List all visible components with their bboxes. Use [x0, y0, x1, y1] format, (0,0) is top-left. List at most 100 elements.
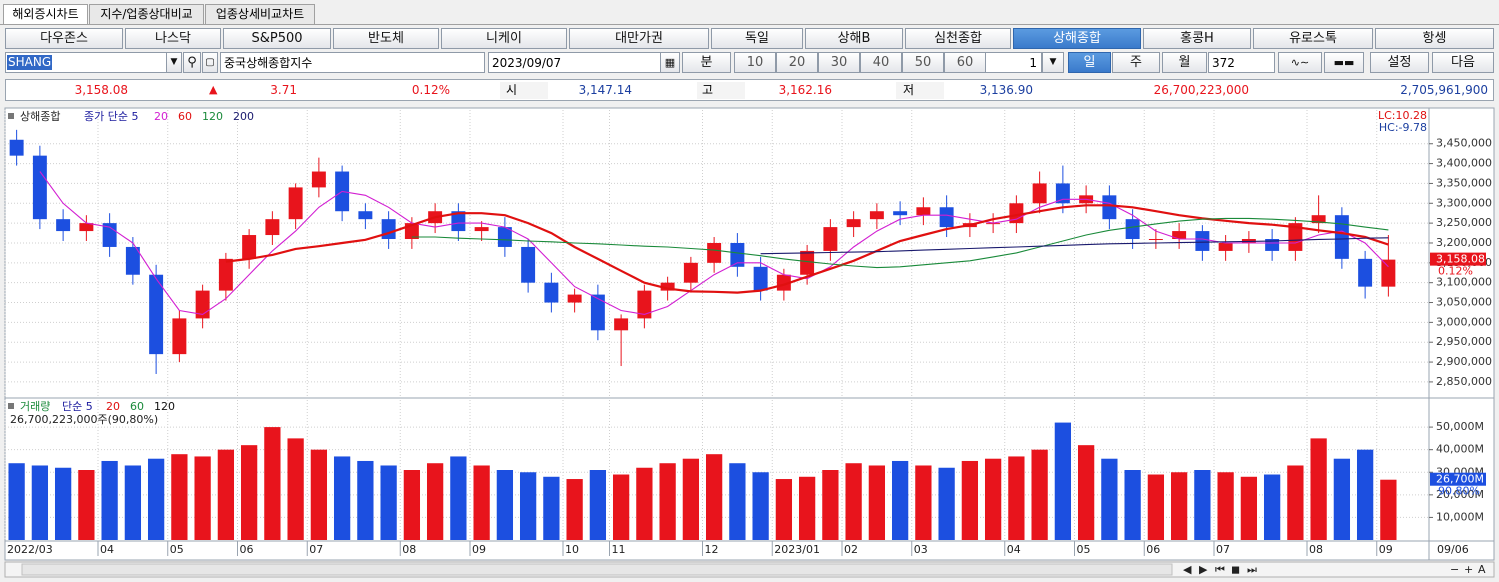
next-button[interactable]: 다음	[1432, 52, 1494, 73]
x-tick-label: 09	[1379, 543, 1393, 556]
market-button[interactable]: S&P500	[223, 28, 331, 49]
market-button[interactable]: 홍콩H	[1143, 28, 1251, 49]
market-button[interactable]: 상해B	[805, 28, 903, 49]
volume-bar	[147, 458, 165, 540]
candle-body	[846, 219, 861, 228]
market-button[interactable]: 다우존스	[5, 28, 123, 49]
volume-bar	[1333, 458, 1351, 540]
last-volume-label: 26,700M	[1436, 473, 1484, 486]
volume-bar	[287, 438, 304, 540]
volume-bar	[1008, 456, 1025, 540]
x-tick-label: 07	[309, 543, 323, 556]
period-button[interactable]: 30	[818, 52, 860, 73]
tab[interactable]: 업종상세비교차트	[205, 4, 315, 25]
candle-body	[800, 250, 815, 275]
nav-button[interactable]: ▶	[1199, 563, 1208, 576]
market-button[interactable]: 상해종합	[1013, 28, 1141, 49]
calendar-button[interactable]: ▦	[660, 52, 680, 73]
candle-body	[32, 155, 47, 220]
volume-bar	[450, 456, 467, 540]
market-button[interactable]: 독일	[711, 28, 803, 49]
nav-button[interactable]: ◀	[1183, 563, 1192, 576]
volume-bar	[426, 463, 444, 540]
nav-button[interactable]: ⏭	[1247, 563, 1257, 576]
period-button[interactable]: 10	[734, 52, 776, 73]
month-button[interactable]: 월	[1162, 52, 1207, 73]
last-price-label: 3,158.08	[1436, 253, 1485, 266]
settings-button[interactable]: 설정	[1370, 52, 1429, 73]
candle-body	[497, 227, 512, 247]
x-tick-label: 10	[565, 543, 579, 556]
dropdown[interactable]: ▼	[166, 52, 182, 73]
memo-button[interactable]: ▢	[202, 52, 218, 73]
quote-change: 3.71	[270, 83, 297, 97]
volume-bar	[240, 445, 258, 540]
date-field[interactable]: 2023/09/07	[488, 52, 661, 73]
count-dropdown[interactable]: ▼	[1042, 52, 1064, 73]
zoom-button[interactable]: −	[1450, 563, 1459, 576]
market-button[interactable]: 니케이	[441, 28, 567, 49]
candle-body	[614, 318, 629, 331]
quote-change-pct: 0.12%	[411, 83, 450, 97]
zoom-button[interactable]: +	[1464, 563, 1473, 576]
minute-button[interactable]: 분	[682, 52, 731, 73]
y-tick-label: 3,200,000	[1436, 236, 1492, 249]
candle-body	[707, 242, 722, 263]
quote-low-label: 저	[903, 83, 915, 97]
candle-body	[1218, 242, 1233, 251]
candle-body	[1334, 215, 1349, 259]
tab-line	[0, 24, 1499, 25]
legend-entry: 20	[154, 110, 168, 123]
period-button[interactable]: 60	[944, 52, 986, 73]
legend-entry: 20	[106, 400, 120, 413]
candle-body	[311, 171, 326, 188]
candle-body	[1381, 259, 1396, 287]
code-text: SHANG	[7, 55, 53, 70]
volume-bar	[682, 458, 700, 540]
nav-button[interactable]: ◼	[1231, 563, 1240, 576]
candle-body	[56, 219, 71, 232]
volume-bar	[1170, 472, 1188, 540]
quote-volume: 26,700,223,000	[1153, 83, 1249, 97]
quote-high-label: 고	[702, 83, 714, 97]
count-field[interactable]: 1	[985, 52, 1042, 73]
line-tool-button[interactable]: ∿∼	[1278, 52, 1322, 73]
volume-bar	[798, 476, 816, 540]
cursor-date-label: 09/06	[1437, 543, 1469, 556]
x-tick-label: 08	[402, 543, 416, 556]
day-button[interactable]: 일	[1068, 52, 1111, 73]
tab[interactable]: 지수/업종상대비교	[89, 4, 204, 25]
volume-bar	[961, 460, 979, 540]
market-button[interactable]: 유로스톡	[1253, 28, 1373, 49]
x-tick-label: 07	[1216, 543, 1230, 556]
legend-entry: 60	[178, 110, 192, 123]
volume-bar	[496, 470, 514, 540]
market-button[interactable]: 대만가권	[569, 28, 709, 49]
period-button[interactable]: 50	[902, 52, 944, 73]
quote-bar	[5, 79, 1494, 101]
volume-bar	[636, 467, 653, 540]
name-field: 중국상해종합지수	[220, 52, 485, 73]
volume-bar	[775, 479, 793, 540]
market-button[interactable]: 항셍	[1375, 28, 1494, 49]
y-tick-label: 3,050,000	[1436, 296, 1492, 309]
volume-bar	[1287, 465, 1304, 540]
market-button[interactable]: 심천종합	[905, 28, 1011, 49]
week-button[interactable]: 주	[1112, 52, 1160, 73]
market-button[interactable]: 나스닥	[125, 28, 221, 49]
period-button[interactable]: 20	[776, 52, 818, 73]
legend-title: 상해종합	[20, 109, 60, 123]
volume-bar	[1124, 470, 1141, 540]
volume-bar	[1217, 472, 1234, 540]
candle-tool-button[interactable]: ▬▬	[1324, 52, 1364, 73]
nav-button[interactable]: ⏮	[1215, 563, 1225, 576]
candle-body	[544, 282, 559, 303]
period-button[interactable]: 40	[860, 52, 902, 73]
search-button[interactable]: ⚲	[183, 52, 201, 73]
bars-field[interactable]: 372	[1208, 52, 1275, 73]
x-tick-label: 05	[170, 543, 184, 556]
volume-bar	[31, 465, 49, 540]
zoom-button[interactable]: A	[1478, 563, 1486, 576]
market-button[interactable]: 반도체	[333, 28, 439, 49]
